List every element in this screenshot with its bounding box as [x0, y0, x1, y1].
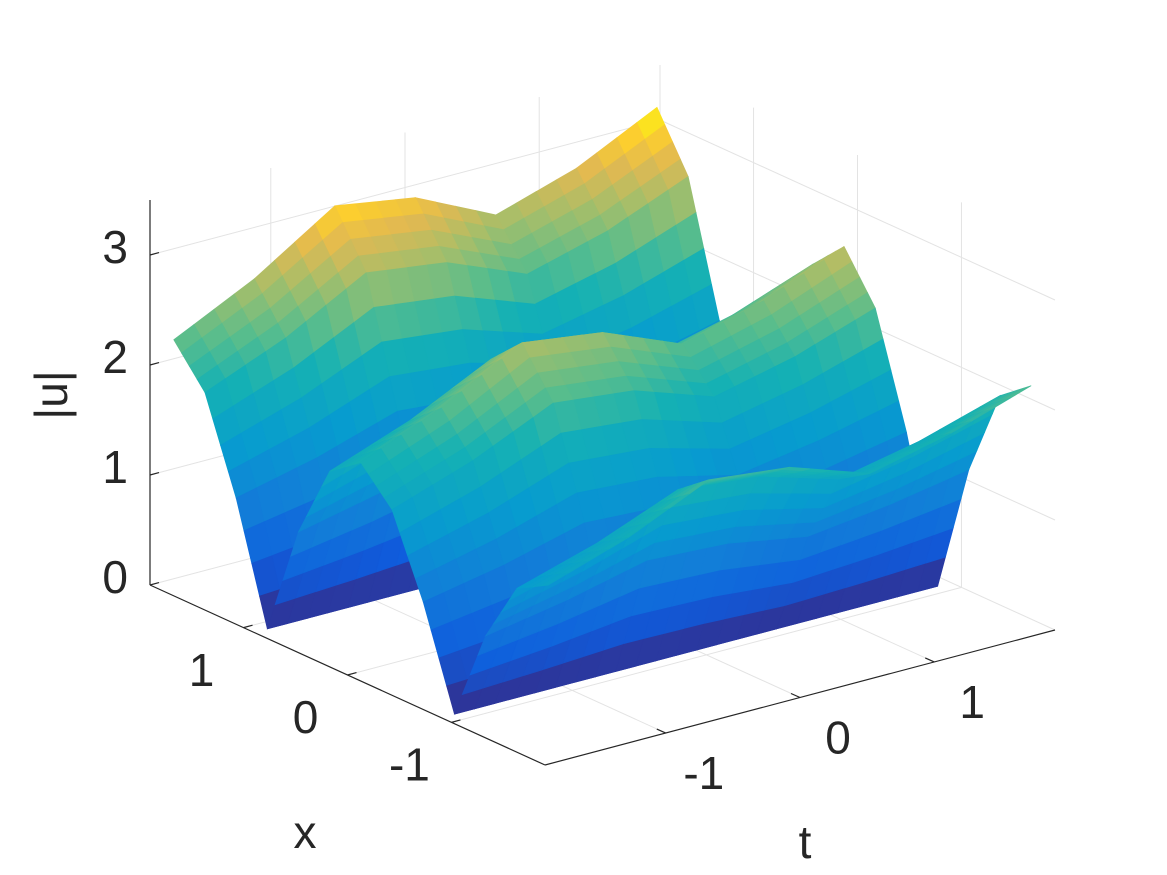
t-tick-label: -1 — [683, 747, 724, 799]
x-tick-label: 0 — [293, 691, 319, 743]
x-tick-label: 1 — [189, 644, 215, 696]
x-axis-label: x — [294, 806, 317, 858]
z-tick-label: 1 — [102, 441, 128, 493]
axes: 0 1 2 3 -1 0 1 -1 0 1 — [102, 200, 1056, 799]
z-tick — [149, 362, 160, 366]
t-tick-label: 0 — [825, 712, 851, 764]
t-tick — [790, 692, 801, 699]
t-axis-label: t — [799, 816, 812, 868]
z-axis-label: |u| — [25, 370, 77, 419]
grid-line — [659, 119, 1056, 301]
surface-patch — [540, 572, 569, 587]
surface — [173, 106, 1032, 715]
x-tick — [243, 624, 253, 629]
x-tick — [347, 672, 357, 676]
z-tick — [149, 582, 160, 586]
z-tick — [149, 472, 160, 476]
z-tick-label: 0 — [102, 551, 128, 603]
grid-line — [149, 119, 661, 256]
t-tick — [924, 657, 935, 663]
z-tick — [149, 252, 160, 256]
x-tick-label: -1 — [389, 739, 430, 791]
z-tick-label: 3 — [102, 221, 128, 273]
x-tick — [451, 719, 461, 723]
z-tick-label: 2 — [102, 331, 128, 383]
t-tick — [656, 728, 667, 734]
t-tick-label: 1 — [959, 676, 985, 728]
